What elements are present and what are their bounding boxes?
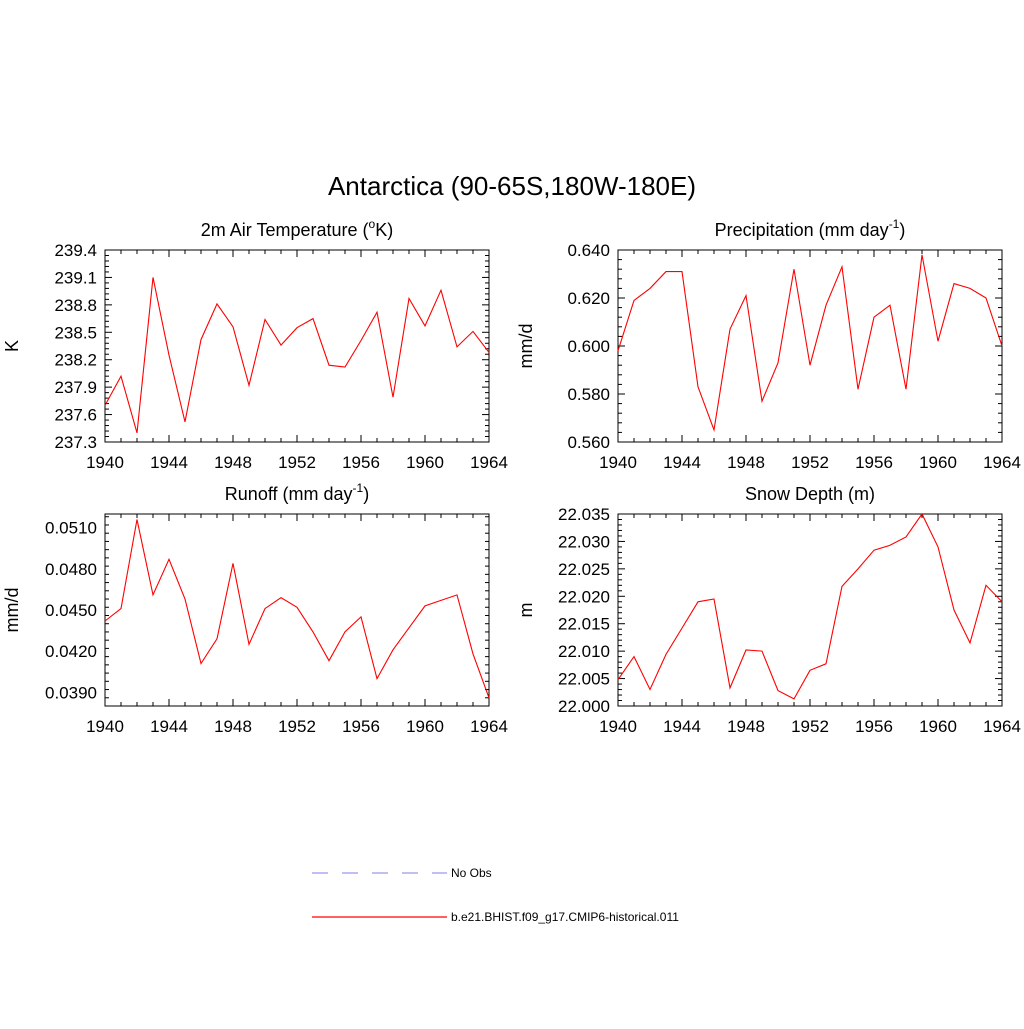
x-axis: 1940 1944 1948 1952 1956 1960 1964: [86, 250, 508, 472]
legend: No Obs b.e21.BHIST.f09_g17.CMIP6-historic…: [312, 866, 679, 924]
panel-title-part: K): [375, 220, 393, 240]
panel-title-snow-depth: Snow Depth (m): [745, 484, 875, 504]
panel-title-part: ): [899, 220, 905, 240]
y-tick-label: 239.1: [54, 268, 97, 287]
x-tick-label: 1952: [791, 453, 829, 472]
y-tick-label: 22.005: [558, 670, 610, 689]
panel-title-part: ): [363, 484, 369, 504]
y-tick-label: 22.035: [558, 505, 610, 524]
x-tick-label: 1952: [278, 453, 316, 472]
x-tick-label: 1956: [342, 717, 380, 736]
y-tick-label: 0.580: [567, 385, 610, 404]
series-line-precipitation: [617, 254, 1003, 433]
y-axis-label: m: [516, 603, 536, 618]
y-tick-label: 0.600: [567, 337, 610, 356]
panel-precipitation: Precipitation (mm day-1) 1940 1944 1948 1952…: [516, 217, 1021, 472]
y-axis: 0.560 0.580 0.600 0.620 0.640: [567, 241, 1002, 452]
x-tick-label: 1964: [470, 717, 508, 736]
y-tick-label: 0.0510: [45, 519, 97, 538]
panel-title-runoff: Runoff (mm day-1): [225, 481, 369, 504]
x-tick-label: 1944: [663, 717, 701, 736]
series-line-runoff: [104, 519, 490, 698]
panel-title-part: -1: [889, 217, 900, 231]
y-tick-label: 22.020: [558, 587, 610, 606]
y-tick-label: 22.015: [558, 615, 610, 634]
x-tick-label: 1964: [983, 453, 1021, 472]
x-tick-label: 1948: [214, 717, 252, 736]
y-axis-label: K: [2, 340, 22, 352]
y-axis-label: mm/d: [516, 324, 536, 369]
y-tick-label: 237.6: [54, 406, 97, 425]
x-tick-label: 1952: [278, 717, 316, 736]
panel-temperature: 2m Air Temperature (oK)1940 1944 1948 1952 1…: [2, 217, 508, 472]
x-tick-label: 1940: [599, 453, 637, 472]
y-axis: 22.000 22.005 22.010 22.015 22.020 22.025 22.0…: [558, 505, 1002, 716]
y-tick-label: 22.025: [558, 560, 610, 579]
y-tick-label: 22.000: [558, 697, 610, 716]
plot-frame: [617, 249, 1003, 443]
x-tick-label: 1948: [727, 453, 765, 472]
x-axis: 1940 1944 1948 1952 1956 1960 1964: [599, 514, 1021, 736]
plot-frame: [104, 513, 490, 707]
y-tick-label: 0.0420: [45, 642, 97, 661]
x-tick-label: 1960: [406, 453, 444, 472]
panel-title-precipitation: Precipitation (mm day-1): [715, 217, 906, 240]
panel-snow-depth: Snow Depth (m)1940 1944 1948 1952 1956 1960 19…: [516, 484, 1021, 736]
y-tick-label: 239.4: [54, 241, 97, 260]
x-tick-label: 1960: [919, 453, 957, 472]
x-tick-label: 1956: [342, 453, 380, 472]
y-tick-label: 0.0450: [45, 601, 97, 620]
x-tick-label: 1960: [406, 717, 444, 736]
y-axis-label: mm/d: [2, 588, 22, 633]
x-tick-label: 1952: [791, 717, 829, 736]
x-tick-label: 1940: [86, 717, 124, 736]
series-line-snow-depth: [617, 512, 1003, 700]
panels: 2m Air Temperature (oK)1940 1944 1948 1952 1…: [2, 217, 1021, 736]
panel-runoff: Runoff (mm day-1) 1940 1944 1948 1952 1956 196…: [2, 481, 508, 736]
panel-title-part: Runoff (mm day: [225, 484, 353, 504]
y-tick-label: 0.620: [567, 289, 610, 308]
x-tick-label: 1940: [86, 453, 124, 472]
panel-title-part: 2m Air Temperature (: [201, 220, 369, 240]
panel-title-part: Precipitation (mm day: [715, 220, 889, 240]
y-tick-label: 22.030: [558, 532, 610, 551]
legend-label-2: b.e21.BHIST.f09_g17.CMIP6-historical.011: [451, 910, 679, 924]
x-tick-label: 1944: [150, 717, 188, 736]
x-tick-label: 1956: [855, 717, 893, 736]
y-tick-label: 0.640: [567, 241, 610, 260]
series-line-temperature: [104, 277, 490, 434]
x-axis: 1940 1944 1948 1952 1956 1960 1964: [86, 514, 508, 736]
y-tick-label: 0.560: [567, 433, 610, 452]
x-tick-label: 1940: [599, 717, 637, 736]
figure-title: Antarctica (90-65S,180W-180E): [328, 171, 696, 201]
x-tick-label: 1960: [919, 717, 957, 736]
plot-frame: [104, 249, 490, 443]
y-axis: 0.0390 0.0420 0.0450 0.0480 0.0510: [45, 516, 489, 707]
panel-title-part: o: [369, 217, 376, 231]
plot-frame: [617, 513, 1003, 707]
y-tick-label: 238.2: [54, 351, 97, 370]
x-tick-label: 1964: [983, 717, 1021, 736]
x-tick-label: 1944: [150, 453, 188, 472]
y-tick-label: 237.9: [54, 378, 97, 397]
y-tick-label: 238.5: [54, 323, 97, 342]
x-tick-label: 1948: [727, 717, 765, 736]
x-tick-label: 1948: [214, 453, 252, 472]
legend-label-1: No Obs: [451, 866, 492, 880]
x-tick-label: 1944: [663, 453, 701, 472]
panel-title-temperature: 2m Air Temperature (oK): [201, 217, 393, 240]
panel-title-part: Snow Depth (m): [745, 484, 875, 504]
x-axis: 1940 1944 1948 1952 1956 1960 1964: [599, 250, 1021, 472]
y-tick-label: 0.0390: [45, 683, 97, 702]
y-tick-label: 238.8: [54, 296, 97, 315]
y-tick-label: 0.0480: [45, 560, 97, 579]
y-tick-label: 237.3: [54, 433, 97, 452]
panel-title-part: -1: [353, 481, 364, 495]
x-tick-label: 1964: [470, 453, 508, 472]
y-tick-label: 22.010: [558, 642, 610, 661]
x-tick-label: 1956: [855, 453, 893, 472]
y-axis: 237.3 237.6 237.9 238.2 238.5 238.8 239.1 239.4: [54, 241, 489, 452]
